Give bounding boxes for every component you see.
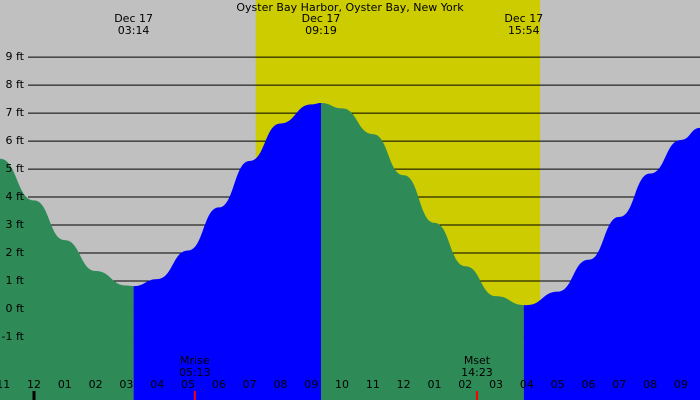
- x-tick-label: 04: [520, 378, 534, 391]
- x-tick-label: 12: [27, 378, 41, 391]
- x-tick-label: 02: [89, 378, 103, 391]
- y-tick-label: -1 ft: [2, 330, 25, 343]
- moon-time: 14:23: [461, 366, 493, 379]
- x-tick-label: 03: [119, 378, 133, 391]
- moon-time: 05:13: [179, 366, 211, 379]
- x-tick-label: 07: [243, 378, 257, 391]
- x-tick-label: 01: [58, 378, 72, 391]
- y-tick-label: 1 ft: [6, 274, 25, 287]
- y-tick-label: 9 ft: [6, 50, 25, 63]
- chart-title: Oyster Bay Harbor, Oyster Bay, New York: [236, 1, 464, 14]
- event-date: Dec 17: [114, 12, 153, 25]
- x-tick-label: 06: [581, 378, 595, 391]
- x-tick-label: 09: [674, 378, 688, 391]
- x-tick-label: 01: [427, 378, 441, 391]
- tide-area: [321, 103, 524, 400]
- y-tick-label: 5 ft: [6, 162, 25, 175]
- event-date: Dec 17: [504, 12, 543, 25]
- x-tick-label: 12: [397, 378, 411, 391]
- x-tick-label: 10: [335, 378, 349, 391]
- x-tick-label: 04: [150, 378, 164, 391]
- y-tick-label: 8 ft: [6, 78, 25, 91]
- tide-area: [133, 103, 322, 400]
- x-tick-label: 03: [489, 378, 503, 391]
- event-time: 09:19: [305, 24, 337, 37]
- tide-area: [523, 127, 700, 400]
- x-tick-label: 08: [643, 378, 657, 391]
- x-tick-label: 09: [304, 378, 318, 391]
- x-tick-label: 05: [181, 378, 195, 391]
- y-tick-label: 2 ft: [6, 246, 25, 259]
- y-tick-label: 0 ft: [6, 302, 25, 315]
- x-tick-label: 11: [366, 378, 380, 391]
- y-tick-label: 3 ft: [6, 218, 25, 231]
- y-tick-label: 7 ft: [6, 106, 25, 119]
- event-time: 15:54: [508, 24, 540, 37]
- x-tick-label: 07: [612, 378, 626, 391]
- event-time: 03:14: [118, 24, 150, 37]
- x-tick-label: 11: [0, 378, 10, 391]
- y-tick-label: 6 ft: [6, 134, 25, 147]
- x-tick-label: 06: [212, 378, 226, 391]
- y-tick-label: 4 ft: [6, 190, 25, 203]
- x-tick-label: 02: [458, 378, 472, 391]
- moon-label: Mrise: [180, 354, 210, 367]
- x-tick-label: 05: [551, 378, 565, 391]
- moon-label: Mset: [464, 354, 491, 367]
- x-tick-label: 08: [273, 378, 287, 391]
- event-date: Dec 17: [302, 12, 341, 25]
- tide-area: [0, 158, 134, 400]
